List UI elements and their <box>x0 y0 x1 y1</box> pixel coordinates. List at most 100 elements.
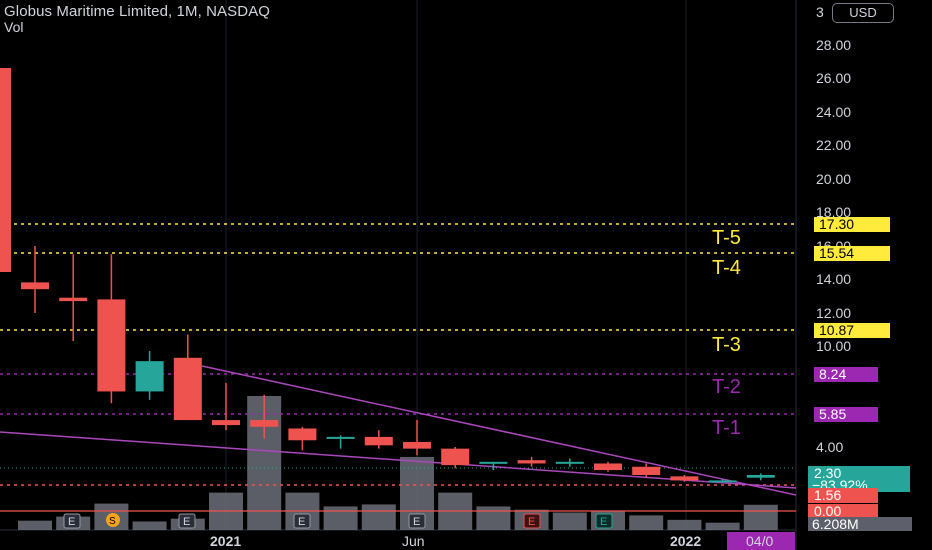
svg-text:S: S <box>109 516 116 527</box>
svg-text:2.30: 2.30 <box>814 465 841 481</box>
candle <box>708 479 737 484</box>
candle-body <box>479 461 508 464</box>
candle <box>517 456 546 467</box>
candle-body <box>441 448 470 466</box>
price-axis[interactable]: 28.00 26.00 24.00 22.00 20.00 18.00 16.0… <box>816 37 851 455</box>
candle <box>21 246 49 313</box>
time-tick: 2021 <box>210 533 241 549</box>
earnings-marker[interactable]: E <box>63 513 81 529</box>
target-label-t2: T-2 <box>712 376 741 398</box>
candle-body <box>555 461 584 464</box>
volume-bar <box>667 519 702 530</box>
candle <box>632 463 661 478</box>
candle <box>746 473 775 481</box>
svg-text:15.54: 15.54 <box>819 245 854 261</box>
candle <box>326 435 355 449</box>
target-label-t3: T-3 <box>712 334 741 356</box>
candle <box>441 447 470 469</box>
price-tag-t1: 5.85 <box>814 406 878 422</box>
split-marker[interactable]: S <box>106 513 120 527</box>
candle <box>250 394 279 439</box>
svg-text:E: E <box>298 516 305 528</box>
candle <box>594 461 622 472</box>
svg-text:E: E <box>528 516 535 528</box>
price-tag-red-level: 1.56 <box>808 487 878 503</box>
candles <box>21 246 775 484</box>
earnings-marker[interactable]: E <box>293 513 311 529</box>
candle-body <box>21 282 49 290</box>
candle <box>479 461 508 471</box>
candle <box>364 430 393 449</box>
candle-body <box>594 463 622 471</box>
candle-body <box>212 420 240 426</box>
svg-text:1.56: 1.56 <box>814 487 841 503</box>
candle <box>670 475 699 482</box>
price-tick: 24.00 <box>816 104 851 120</box>
price-tick: 26.00 <box>816 70 851 86</box>
volume-bar <box>552 512 587 530</box>
svg-text:E: E <box>183 516 190 528</box>
price-tick: 22.00 <box>816 137 851 153</box>
price-tick: 20.00 <box>816 171 851 187</box>
price-tick: 12.00 <box>816 305 851 321</box>
currency-button[interactable]: USD <box>832 3 894 23</box>
earnings-marker[interactable]: E <box>408 513 426 529</box>
candle <box>555 458 584 467</box>
earnings-marker[interactable]: E <box>178 513 196 529</box>
price-tag-t3: 10.87 <box>814 322 890 338</box>
volume-bar <box>132 521 167 530</box>
event-markers[interactable]: E S E E E E E <box>63 513 613 529</box>
candle <box>212 383 240 431</box>
candle-partial <box>0 68 11 272</box>
volume-indicator-label[interactable]: Vol <box>4 19 24 35</box>
candle-body <box>364 436 393 446</box>
time-axis[interactable]: 2021 Jun 2022 <box>210 533 701 549</box>
volume-tag: 6.208M <box>808 516 912 532</box>
price-tick: 28.00 <box>816 37 851 53</box>
candle-body <box>708 480 737 483</box>
candle <box>173 334 202 421</box>
trendline-upper <box>201 365 797 496</box>
date-cursor-tag <box>727 532 795 550</box>
candle-body <box>403 441 431 449</box>
time-tick: Jun <box>402 533 425 549</box>
candle-body <box>288 428 317 441</box>
candle <box>59 254 88 342</box>
target-label-t5: T-5 <box>712 227 741 249</box>
target-label-t4: T-4 <box>712 257 741 279</box>
svg-text:10.87: 10.87 <box>819 322 854 338</box>
earnings-marker-negative[interactable]: E <box>523 513 541 529</box>
volume-bar <box>705 522 740 530</box>
svg-text:E: E <box>600 516 607 528</box>
price-tag-zero: 0.00 <box>808 503 878 519</box>
candle-body <box>517 460 546 464</box>
price-tick: 14.00 <box>816 271 851 287</box>
volume-bar <box>323 506 358 530</box>
price-tick: 4.00 <box>816 439 843 455</box>
candle <box>135 351 164 400</box>
svg-text:0.00: 0.00 <box>814 503 841 519</box>
date-cursor-label: 04/0 <box>746 533 773 549</box>
candle <box>97 254 126 404</box>
volume-bar <box>361 504 396 530</box>
price-tick: 10.00 <box>816 338 851 354</box>
time-tick: 2022 <box>670 533 701 549</box>
price-tick: 18.00 <box>816 204 851 220</box>
candle-body <box>59 297 88 302</box>
candle <box>288 426 317 451</box>
price-tag-t5: 17.30 <box>814 216 890 232</box>
svg-text:6.208M: 6.208M <box>812 516 859 532</box>
candle-body <box>97 299 126 392</box>
earnings-marker-positive[interactable]: E <box>595 513 613 529</box>
svg-text:E: E <box>68 516 75 528</box>
symbol-title[interactable]: Globus Maritime Limited, 1M, NASDAQ <box>4 3 271 20</box>
candle-body <box>173 357 202 421</box>
target-label-t1: T-1 <box>712 417 741 439</box>
candle-body <box>326 436 355 439</box>
candle-body <box>250 420 279 427</box>
price-axis-top-tick: 3 <box>816 4 824 20</box>
svg-text:5.85: 5.85 <box>819 406 846 422</box>
volume-bar <box>629 515 664 530</box>
volume-bar <box>18 520 52 530</box>
